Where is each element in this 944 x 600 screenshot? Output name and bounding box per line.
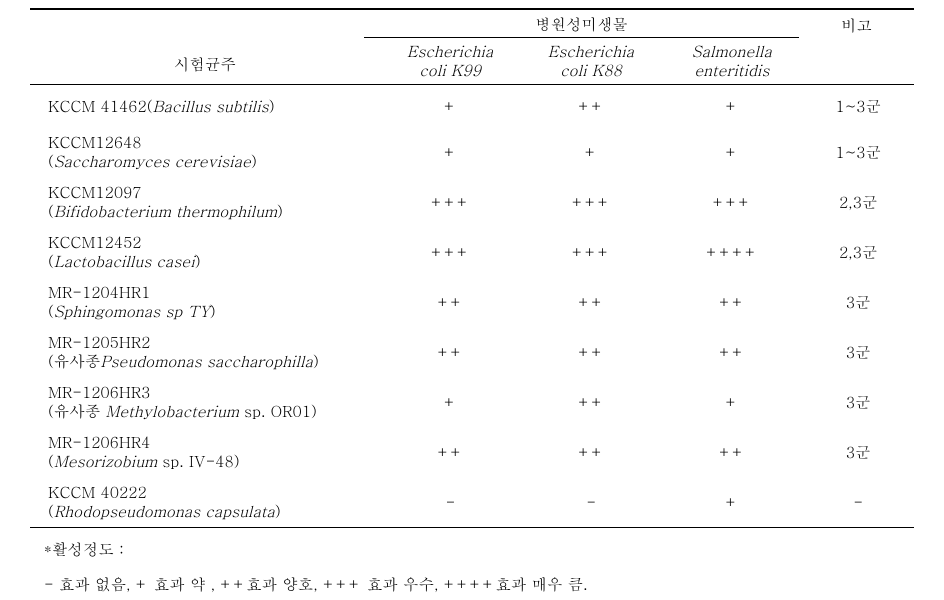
table-row: MR-1206HR4(Mesorizobium sp. IV-48)++++++…: [30, 427, 914, 477]
cell-note: 3군: [802, 291, 914, 313]
cell-p2: ++: [521, 441, 662, 463]
cell-p2: ++: [521, 341, 662, 363]
cell-note: 3군: [802, 341, 914, 363]
cell-p3: +: [662, 491, 803, 513]
cell-p1: +: [380, 141, 521, 163]
cell-note: 2,3군: [802, 191, 914, 213]
cell-p3: +: [662, 95, 803, 117]
cell-p2: +: [521, 141, 662, 163]
strain-species: (Saccharomyces cerevisiae): [48, 152, 380, 171]
strain-species: (Sphingomonas sp TY): [48, 302, 380, 321]
cell-p3: ++: [662, 291, 803, 313]
table-row: KCCM12097(Bifidobacterium thermophilum)+…: [30, 177, 914, 227]
cell-p1: +++: [380, 241, 521, 263]
footnote: *활성정도 : - 효과 없음, + 효과 약 , ++효과 양호, +++ 효…: [30, 534, 914, 600]
cell-p2: -: [521, 491, 662, 513]
footnote-line2: - 효과 없음, + 효과 약 , ++효과 양호, +++ 효과 우수, ++…: [44, 569, 914, 600]
strain-species: (유사종Pseudomonas saccharophilla): [48, 352, 380, 371]
cell-p1: ++: [380, 441, 521, 463]
cell-p1: +: [380, 95, 521, 117]
cell-p2: ++: [521, 291, 662, 313]
table-row: KCCM12648(Saccharomyces cerevisiae)+++1~…: [30, 127, 914, 177]
strain-cell: MR-1205HR2(유사종Pseudomonas saccharophilla…: [30, 333, 380, 370]
cell-note: 2,3군: [802, 241, 914, 263]
cell-note: 3군: [802, 391, 914, 413]
cell-p3: +++: [662, 191, 803, 213]
cell-p2: ++: [521, 391, 662, 413]
strain-cell: KCCM12648(Saccharomyces cerevisiae): [30, 133, 380, 170]
cell-p1: ++: [380, 341, 521, 363]
pathogen-header-1: Escherichia coli K88: [521, 42, 662, 79]
col-note-header: 비고: [799, 15, 914, 38]
table-header-row2: 시험균주 Escherichia coli K99 Escherichia co…: [30, 38, 914, 84]
strain-species: (Bifidobacterium thermophilum): [48, 202, 380, 221]
table-row: MR-1206HR3(유사종 Methylobacterium sp. OR01…: [30, 377, 914, 427]
table-row: KCCM12452(Lactobacillus casei)++++++++++…: [30, 227, 914, 277]
col-pathogen-group-header: 병원성미생물: [364, 14, 799, 38]
footnote-line1: *활성정도 :: [44, 534, 914, 565]
cell-p3: +: [662, 391, 803, 413]
pathogen-header-2: Salmonella enteritidis: [661, 42, 802, 79]
strain-cell: KCCM 41462(Bacillus subtilis): [30, 96, 380, 117]
col-strain-header: 시험균주: [30, 48, 380, 75]
strain-cell: MR-1206HR4(Mesorizobium sp. IV-48): [30, 433, 380, 470]
cell-p1: ++: [380, 291, 521, 313]
cell-p1: -: [380, 491, 521, 513]
cell-note: 3군: [802, 441, 914, 463]
cell-p2: +++: [521, 241, 662, 263]
strain-cell: MR-1204HR1(Sphingomonas sp TY): [30, 283, 380, 320]
cell-p3: ++: [662, 441, 803, 463]
data-table: 병원성미생물 비고 시험균주 Escherichia coli K99 Esch…: [30, 8, 914, 528]
strain-species: (Rhodopseudomonas capsulata): [48, 502, 380, 521]
cell-p2: ++: [521, 95, 662, 117]
table-row: KCCM 40222(Rhodopseudomonas capsulata)--…: [30, 477, 914, 527]
table-header-row1: 병원성미생물 비고: [30, 10, 914, 38]
strain-cell: MR-1206HR3(유사종 Methylobacterium sp. OR01…: [30, 383, 380, 420]
cell-note: 1~3군: [802, 95, 914, 117]
strain-code: KCCM 41462(: [48, 95, 153, 117]
cell-note: 1~3군: [802, 141, 914, 163]
table-row: MR-1205HR2(유사종Pseudomonas saccharophilla…: [30, 327, 914, 377]
cell-p1: +: [380, 391, 521, 413]
cell-p2: +++: [521, 191, 662, 213]
strain-cell: KCCM 40222(Rhodopseudomonas capsulata): [30, 483, 380, 520]
cell-p3: +: [662, 141, 803, 163]
strain-species: (Mesorizobium sp. IV-48): [48, 452, 380, 471]
strain-cell: KCCM12097(Bifidobacterium thermophilum): [30, 183, 380, 220]
strain-cell: KCCM12452(Lactobacillus casei): [30, 233, 380, 270]
table-row: KCCM 41462(Bacillus subtilis)++++1~3군: [30, 85, 914, 127]
strain-species: (Lactobacillus casei): [48, 252, 380, 271]
pathogen-header-0: Escherichia coli K99: [380, 42, 521, 79]
cell-p3: ++++: [662, 241, 803, 263]
cell-note: -: [802, 491, 914, 513]
cell-p1: +++: [380, 191, 521, 213]
cell-p3: ++: [662, 341, 803, 363]
strain-species: (유사종 Methylobacterium sp. OR01): [48, 402, 380, 421]
table-row: MR-1204HR1(Sphingomonas sp TY)++++++3군: [30, 277, 914, 327]
col-strain-header-spacer: [30, 32, 364, 38]
